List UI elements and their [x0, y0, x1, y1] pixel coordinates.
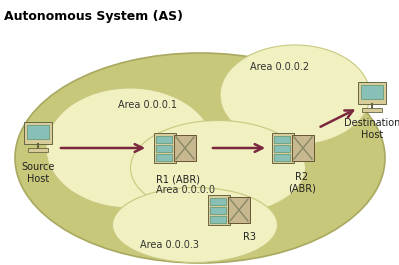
Text: Area 0.0.0.3: Area 0.0.0.3 [140, 240, 200, 250]
FancyBboxPatch shape [210, 207, 226, 214]
Text: R2
(ABR): R2 (ABR) [288, 172, 316, 194]
Text: Source
Host: Source Host [21, 162, 55, 184]
FancyBboxPatch shape [274, 154, 290, 161]
Ellipse shape [220, 45, 370, 145]
FancyBboxPatch shape [292, 135, 314, 161]
Text: Destination
Host: Destination Host [344, 118, 399, 140]
FancyBboxPatch shape [361, 85, 383, 99]
FancyBboxPatch shape [272, 133, 294, 163]
Text: Area 0.0.0.1: Area 0.0.0.1 [119, 100, 178, 110]
Ellipse shape [46, 88, 214, 208]
FancyBboxPatch shape [208, 195, 230, 225]
FancyBboxPatch shape [28, 148, 48, 152]
Ellipse shape [113, 188, 277, 263]
Ellipse shape [15, 53, 385, 263]
FancyBboxPatch shape [274, 145, 290, 152]
Text: R1 (ABR): R1 (ABR) [156, 175, 200, 185]
FancyBboxPatch shape [156, 145, 172, 152]
FancyBboxPatch shape [154, 133, 176, 163]
Text: Autonomous System (AS): Autonomous System (AS) [4, 10, 183, 23]
Ellipse shape [130, 121, 306, 215]
FancyBboxPatch shape [210, 216, 226, 223]
FancyBboxPatch shape [24, 122, 52, 144]
Text: Area 0.0.0.0: Area 0.0.0.0 [156, 185, 215, 195]
FancyBboxPatch shape [362, 108, 382, 112]
FancyBboxPatch shape [228, 197, 250, 223]
FancyBboxPatch shape [358, 82, 386, 104]
Text: R3: R3 [243, 232, 257, 242]
FancyBboxPatch shape [156, 154, 172, 161]
FancyBboxPatch shape [156, 136, 172, 143]
FancyBboxPatch shape [210, 198, 226, 205]
FancyBboxPatch shape [174, 135, 196, 161]
Text: Area 0.0.0.2: Area 0.0.0.2 [251, 62, 310, 72]
FancyBboxPatch shape [274, 136, 290, 143]
FancyBboxPatch shape [27, 125, 49, 139]
